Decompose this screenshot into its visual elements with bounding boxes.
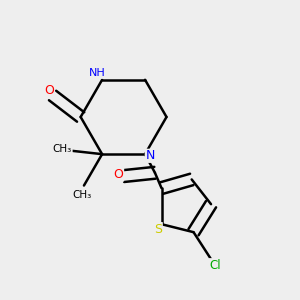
- Text: O: O: [114, 168, 124, 181]
- Text: Cl: Cl: [209, 259, 221, 272]
- Text: S: S: [154, 223, 162, 236]
- Text: NH: NH: [89, 68, 106, 78]
- Text: CH₃: CH₃: [53, 144, 72, 154]
- Text: O: O: [44, 84, 54, 97]
- Text: CH₃: CH₃: [73, 190, 92, 200]
- Text: N: N: [145, 149, 155, 162]
